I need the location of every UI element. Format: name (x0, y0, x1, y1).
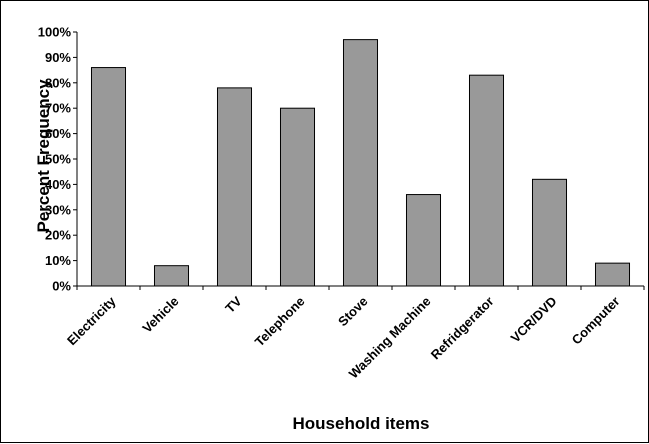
x-axis-title: Household items (293, 414, 430, 433)
bar (531, 178, 568, 287)
y-tick-label: 0% (52, 279, 71, 294)
bar (405, 194, 442, 287)
x-tick-label: Refridgerator (428, 294, 497, 363)
bars (90, 39, 631, 287)
y-axis-ticks: 0% 10% 20% 30% 40% 50% 60% 70% 80% 90% 100% (38, 25, 77, 294)
x-tick-label: Telephone (252, 294, 308, 350)
bar (216, 87, 253, 287)
bar (468, 74, 505, 287)
y-tick-label: 10% (45, 253, 71, 268)
y-tick-label: 70% (45, 101, 71, 116)
x-tick-label: VCR/DVD (508, 294, 560, 346)
y-tick-label: 80% (45, 75, 71, 90)
x-axis-ticks: Electricity Vehicle TV Telephone StoveWashin… (64, 286, 645, 381)
x-tick-label: Stove (335, 294, 371, 330)
bar (90, 67, 127, 287)
bar (279, 107, 316, 287)
bar (342, 39, 379, 287)
y-tick-label: 40% (45, 177, 71, 192)
y-tick-label: 20% (45, 228, 71, 243)
x-tick-label: Vehicle (139, 294, 181, 336)
y-tick-label: 60% (45, 126, 71, 141)
x-tick-label: Electricity (64, 293, 119, 348)
bar (153, 265, 190, 287)
x-tick-label: Computer (569, 294, 623, 348)
y-tick-label: 50% (45, 152, 71, 167)
bar (594, 262, 631, 287)
x-tick-label: TV (222, 293, 245, 316)
y-axis-title: Percent Frequency (34, 79, 53, 233)
y-tick-label: 100% (38, 25, 72, 40)
y-tick-label: 30% (45, 202, 71, 217)
y-tick-label: 90% (45, 50, 71, 65)
